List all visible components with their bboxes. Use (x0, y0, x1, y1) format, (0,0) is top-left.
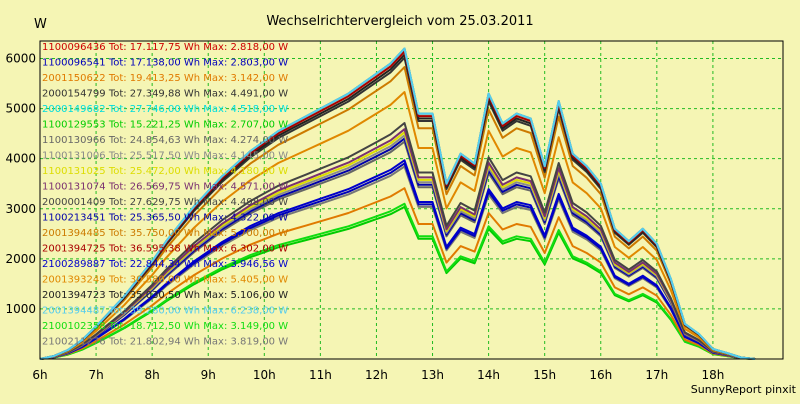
series-line-2001150622 (39, 187, 756, 360)
legend-series-name: 2000001409 (42, 197, 109, 208)
series-line-1100131074 (39, 128, 756, 360)
series-line-2100289887 (39, 159, 756, 360)
x-tick-label: 9h (201, 368, 216, 382)
legend-series-name: 1100130966 (42, 135, 109, 146)
x-tick-label: 17h (645, 368, 668, 382)
legend-series-name: 1100129553 (42, 120, 109, 131)
legend-series-name: 2000149682 (42, 104, 109, 115)
legend-item: 2001394485 Tot: 35.750,00 Wh Max: 5.700,… (42, 228, 288, 239)
series-line-2001394485 (39, 66, 756, 360)
y-axis-unit-label: W (34, 17, 47, 32)
legend-series-summary: Tot: 21.802,94 Wh Max: 3.819,00 W (108, 337, 288, 348)
credit-label: SunnyReport pinxit (691, 383, 797, 396)
legend-series-name: 1100096541 (42, 58, 109, 69)
series-line-2100102358 (39, 202, 756, 360)
chart-title: Wechselrichtervergleich vom 25.03.2011 (266, 14, 533, 29)
legend-series-name: 2100211276 (42, 337, 109, 348)
legend-series-summary: Tot: 25.472,00 Wh Max: 4.180,00 W (108, 166, 288, 177)
x-tick-label: 10h (253, 368, 276, 382)
legend-item: 2100289887 Tot: 22.844,34 Wh Max: 3.946,… (42, 259, 288, 270)
legend-series-name: 2001150622 (42, 73, 109, 84)
x-tick-label: 13h (421, 368, 444, 382)
legend-series-name: 1100131074 (42, 182, 109, 193)
y-tick-label: 1000 (5, 302, 36, 316)
y-tick-label: 3000 (5, 202, 36, 216)
legend-item: 1100130966 Tot: 24.854,63 Wh Max: 4.274,… (42, 135, 288, 146)
legend-series-name: 2001394723 (42, 290, 109, 301)
legend-item: 1100131074 Tot: 26.569,75 Wh Max: 4.571,… (42, 182, 288, 193)
legend-series-summary: Tot: 19.413,25 Wh Max: 3.142,00 W (108, 73, 288, 84)
x-tick-label: 11h (309, 368, 332, 382)
legend-item: 2000001409 Tot: 27.629,75 Wh Max: 4.498,… (42, 197, 288, 208)
x-tick-label: 14h (477, 368, 500, 382)
series-line-2001393249 (39, 91, 756, 360)
legend-item: 1100131006 Tot: 25.517,50 Wh Max: 4.145,… (42, 151, 288, 162)
legend-item: 2001394725 Tot: 36.595,38 Wh Max: 6.302,… (42, 244, 288, 255)
legend-series-name: 1100131025 (42, 166, 109, 177)
legend-series-name: 2001394485 (42, 228, 109, 239)
legend-series-summary: Tot: 35.030,50 Wh Max: 5.106,00 W (108, 290, 288, 301)
legend-item: 1100213451 Tot: 25.365,50 Wh Max: 4.322,… (42, 213, 288, 224)
legend-series-name: 1100096436 (42, 42, 109, 53)
legend-series-summary: Tot: 22.844,34 Wh Max: 3.946,56 W (108, 259, 288, 270)
legend-series-summary: Tot: 27.629,75 Wh Max: 4.498,00 W (108, 197, 288, 208)
legend-series-name: 2001393249 (42, 275, 109, 286)
legend-series-summary: Tot: 25.365,50 Wh Max: 4.322,00 W (108, 213, 288, 224)
legend-series-name: 2100289887 (42, 259, 109, 270)
legend-item: 2001394723 Tot: 35.030,50 Wh Max: 5.106,… (42, 290, 288, 301)
x-tick-label: 12h (365, 368, 388, 382)
x-tick-label: 6h (32, 368, 47, 382)
legend: 1100096436 Tot: 17.117,75 Wh Max: 2.818,… (42, 42, 288, 348)
legend-item: 2001393249 Tot: 30.580,00 Wh Max: 5.405,… (42, 275, 288, 286)
legend-item: 1100129553 Tot: 15.221,25 Wh Max: 2.707,… (42, 120, 288, 131)
plot-border (39, 40, 784, 360)
legend-item: 1100096436 Tot: 17.117,75 Wh Max: 2.818,… (42, 42, 288, 53)
legend-item: 2100211276 Tot: 21.802,94 Wh Max: 3.819,… (42, 337, 288, 348)
y-tick-label: 5000 (5, 102, 36, 116)
legend-series-summary: Tot: 30.580,00 Wh Max: 5.405,00 W (108, 275, 288, 286)
y-tick-label: 4000 (5, 152, 36, 166)
legend-series-name: 2001394487 (42, 306, 109, 317)
legend-item: 2000149682 Tot: 27.746,00 Wh Max: 4.518,… (42, 104, 288, 115)
x-tick-label: 15h (533, 368, 556, 382)
legend-series-summary: Tot: 18.712,50 Wh Max: 3.149,00 W (108, 321, 288, 332)
legend-series-summary: Tot: 26.569,75 Wh Max: 4.571,00 W (108, 182, 288, 193)
legend-series-name: 1100213451 (42, 213, 109, 224)
series-line-2000001409 (39, 122, 756, 360)
x-tick-label: 8h (145, 368, 160, 382)
x-tick-labels: 6h 7h 8h 9h 10h 11h 12h 13h 14h 15h 16h 17h 18h (32, 368, 724, 382)
x-tick-label: 18h (701, 368, 724, 382)
legend-series-summary: Tot: 15.221,25 Wh Max: 2.707,00 W (108, 120, 288, 131)
legend-series-name: 2000154799 (42, 89, 109, 100)
legend-item: 1100096541 Tot: 17.138,00 Wh Max: 2.803,… (42, 58, 288, 69)
legend-series-summary: Tot: 39.280,00 Wh Max: 6.238,00 W (108, 306, 288, 317)
legend-item: 2000154799 Tot: 27.349,88 Wh Max: 4.491,… (42, 89, 288, 100)
legend-series-summary: Tot: 27.746,00 Wh Max: 4.518,00 W (108, 104, 288, 115)
series-lines (39, 47, 756, 360)
legend-series-summary: Tot: 24.854,63 Wh Max: 4.274,00 W (108, 135, 288, 146)
legend-series-summary: Tot: 36.595,38 Wh Max: 6.302,00 W (108, 244, 288, 255)
x-tick-label: 7h (88, 368, 103, 382)
legend-series-summary: Tot: 27.349,88 Wh Max: 4.491,00 W (108, 89, 288, 100)
legend-series-summary: Tot: 25.517,50 Wh Max: 4.145,00 W (108, 151, 288, 162)
legend-series-summary: Tot: 17.138,00 Wh Max: 2.803,00 W (108, 58, 288, 69)
y-tick-label: 6000 (5, 52, 36, 66)
legend-item: 1100131025 Tot: 25.472,00 Wh Max: 4.180,… (42, 166, 288, 177)
legend-series-name: 2001394725 (42, 244, 109, 255)
legend-series-name: 1100131006 (42, 151, 109, 162)
legend-item: 2001150622 Tot: 19.413,25 Wh Max: 3.142,… (42, 73, 288, 84)
legend-item: 2100102358 Tot: 18.712,50 Wh Max: 3.149,… (42, 321, 288, 332)
legend-item: 2001394487 Tot: 39.280,00 Wh Max: 6.238,… (42, 306, 288, 317)
legend-series-summary: Tot: 35.750,00 Wh Max: 5.700,00 W (108, 228, 288, 239)
legend-series-name: 2100102358 (42, 321, 109, 332)
y-tick-label: 2000 (5, 252, 36, 266)
legend-series-summary: Tot: 17.117,75 Wh Max: 2.818,00 W (108, 42, 288, 53)
y-tick-labels: 1000 2000 3000 4000 5000 6000 (5, 52, 36, 316)
x-tick-label: 16h (589, 368, 612, 382)
series-line-2001394487 (39, 47, 756, 360)
